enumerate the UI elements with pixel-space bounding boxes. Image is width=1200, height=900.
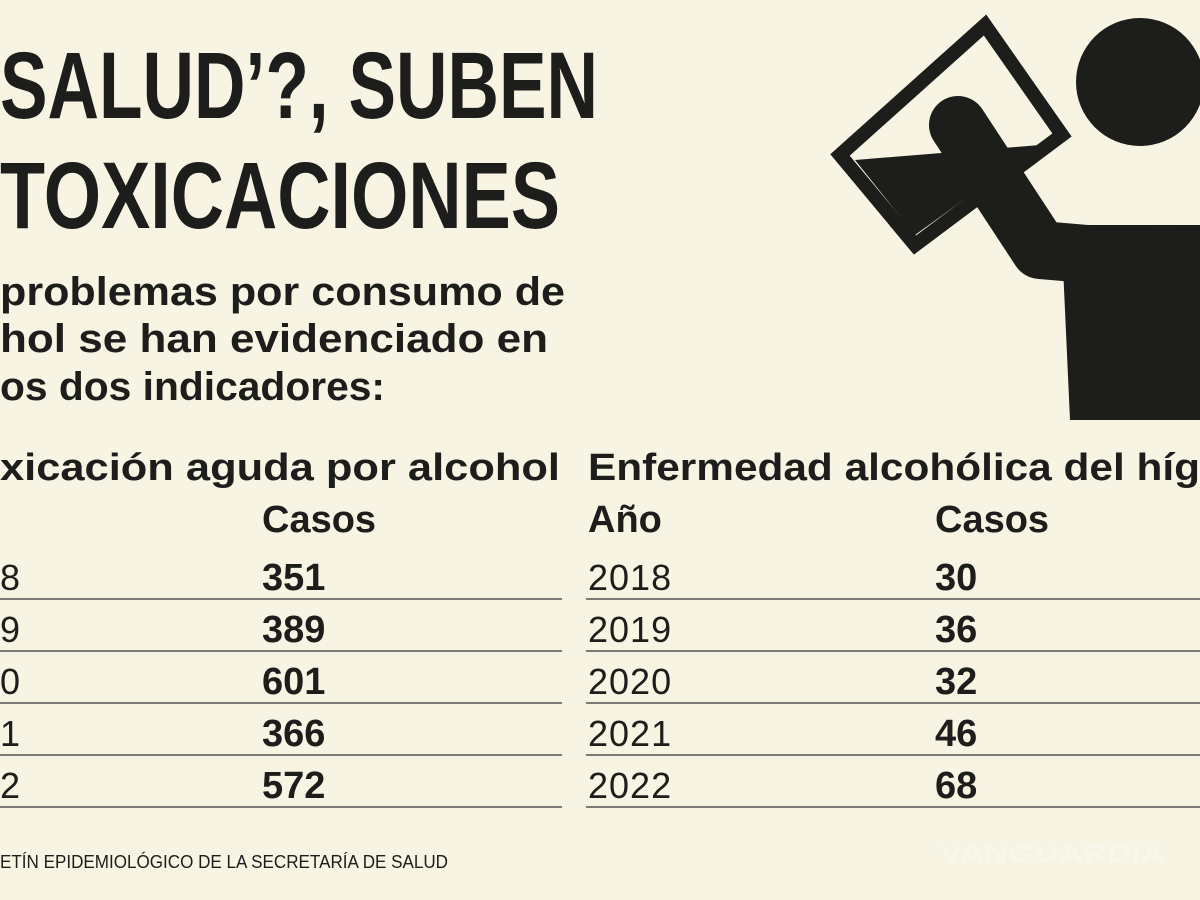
table-title: Enfermedad alcohólica del híg xyxy=(588,447,1200,489)
subtitle-line: os dos indicadores: xyxy=(0,365,385,409)
column-header: Casos xyxy=(935,499,1049,541)
cases-cell: 601 xyxy=(262,661,325,703)
column-header: Año xyxy=(588,499,662,541)
year-cell: 0 xyxy=(0,661,21,702)
cases-cell: 68 xyxy=(935,765,977,807)
cases-cell: 30 xyxy=(935,557,977,599)
drinking-icon xyxy=(830,14,1200,420)
watermark: VANGUARDIA xyxy=(940,841,1165,868)
year-cell: 2022 xyxy=(588,765,672,806)
year-cell: 2018 xyxy=(588,557,672,598)
year-cell: 9 xyxy=(0,609,21,650)
cases-cell: 32 xyxy=(935,661,977,703)
year-cell: 2021 xyxy=(588,713,672,754)
cases-cell: 389 xyxy=(262,609,325,651)
cases-cell: 366 xyxy=(262,713,325,755)
title-line: TOXICACIONES xyxy=(0,143,560,249)
subtitle-line: problemas por consumo de xyxy=(0,270,565,314)
year-cell: 2019 xyxy=(588,609,672,650)
column-header: Casos xyxy=(262,499,376,541)
subtitle-line: hol se han evidenciado en xyxy=(0,317,548,361)
cases-cell: 351 xyxy=(262,557,325,599)
year-cell: 1 xyxy=(0,713,21,754)
title-line: SALUD’?, SUBEN xyxy=(0,33,598,139)
cases-cell: 36 xyxy=(935,609,977,651)
year-cell: 2020 xyxy=(588,661,672,702)
cases-cell: 46 xyxy=(935,713,977,755)
table-title: xicación aguda por alcohol xyxy=(0,447,560,489)
year-cell: 2 xyxy=(0,765,21,806)
source: ETÍN EPIDEMIOLÓGICO DE LA SECRETARÍA DE … xyxy=(0,851,448,872)
year-cell: 8 xyxy=(0,557,21,598)
cases-cell: 572 xyxy=(262,765,325,807)
table-rows: 8 351 9 389 0 601 1 366 2 572 2018 30 2019 36 2020 32 20… xyxy=(0,557,1200,808)
